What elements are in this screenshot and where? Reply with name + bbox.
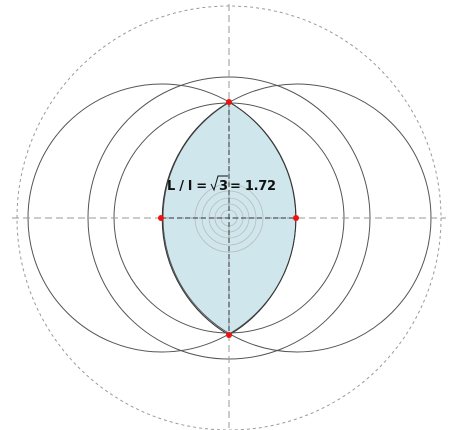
left-vertex-point xyxy=(158,215,164,221)
bottom-vertex-point xyxy=(226,332,232,338)
top-vertex-point xyxy=(226,99,232,105)
ratio-label-radicand: 3 xyxy=(219,179,228,194)
radical-sign xyxy=(210,175,228,192)
ratio-label: L / l = 3 = 1.72 xyxy=(167,175,276,194)
right-vertex-point xyxy=(293,215,299,221)
ratio-label-value: = 1.72 xyxy=(230,179,276,194)
ratio-label-prefix: L / l = xyxy=(167,179,207,194)
